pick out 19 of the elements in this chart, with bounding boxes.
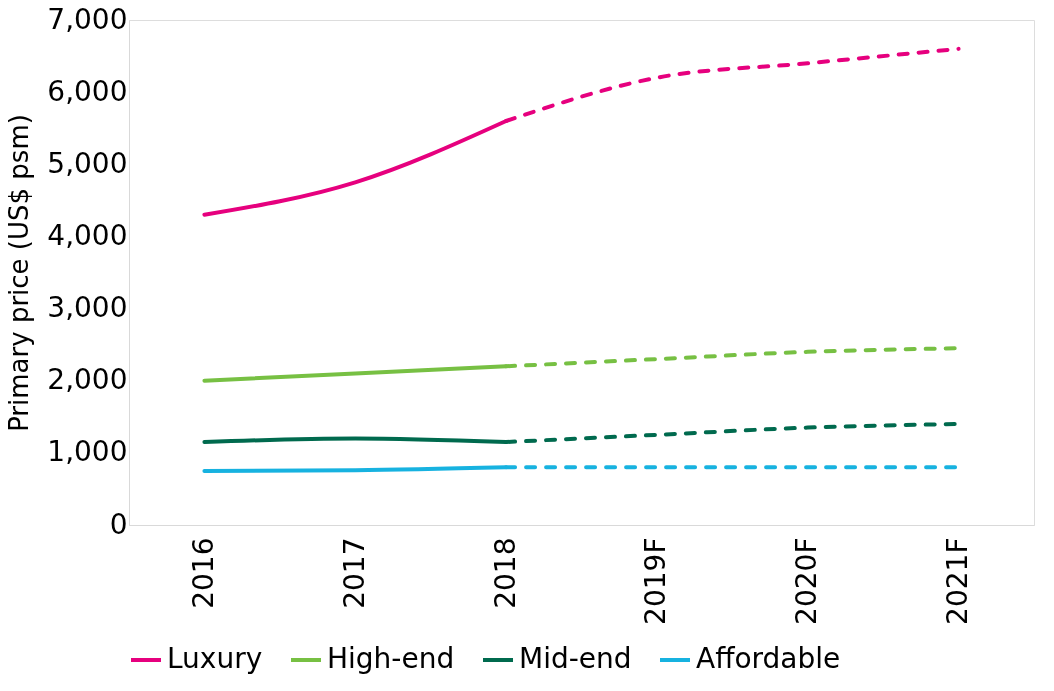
- y-tick-label: 3,000: [47, 291, 128, 325]
- y-tick-label: 2,000: [47, 363, 128, 397]
- x-tick-label: 2019F: [639, 537, 673, 625]
- y-tick-label: 7,000: [47, 2, 128, 36]
- y-tick-label: 6,000: [47, 74, 128, 108]
- legend-label: Mid-end: [519, 642, 632, 675]
- legend-label: High-end: [327, 642, 455, 675]
- legend-label: Luxury: [167, 642, 263, 675]
- x-tick-label: 2020F: [790, 537, 824, 625]
- y-tick-label: 4,000: [47, 218, 128, 252]
- y-tick-label: 0: [109, 507, 128, 541]
- x-tick-label: 2017: [337, 537, 371, 609]
- y-tick-label: 1,000: [47, 435, 128, 469]
- x-tick-label: 2016: [186, 537, 220, 609]
- x-tick-label: 2018: [488, 537, 522, 609]
- y-axis-title: Primary price (US$ psm): [4, 114, 35, 432]
- legend-label: Affordable: [696, 642, 841, 675]
- x-tick-label: 2021F: [941, 537, 975, 625]
- y-tick-label: 5,000: [47, 146, 128, 180]
